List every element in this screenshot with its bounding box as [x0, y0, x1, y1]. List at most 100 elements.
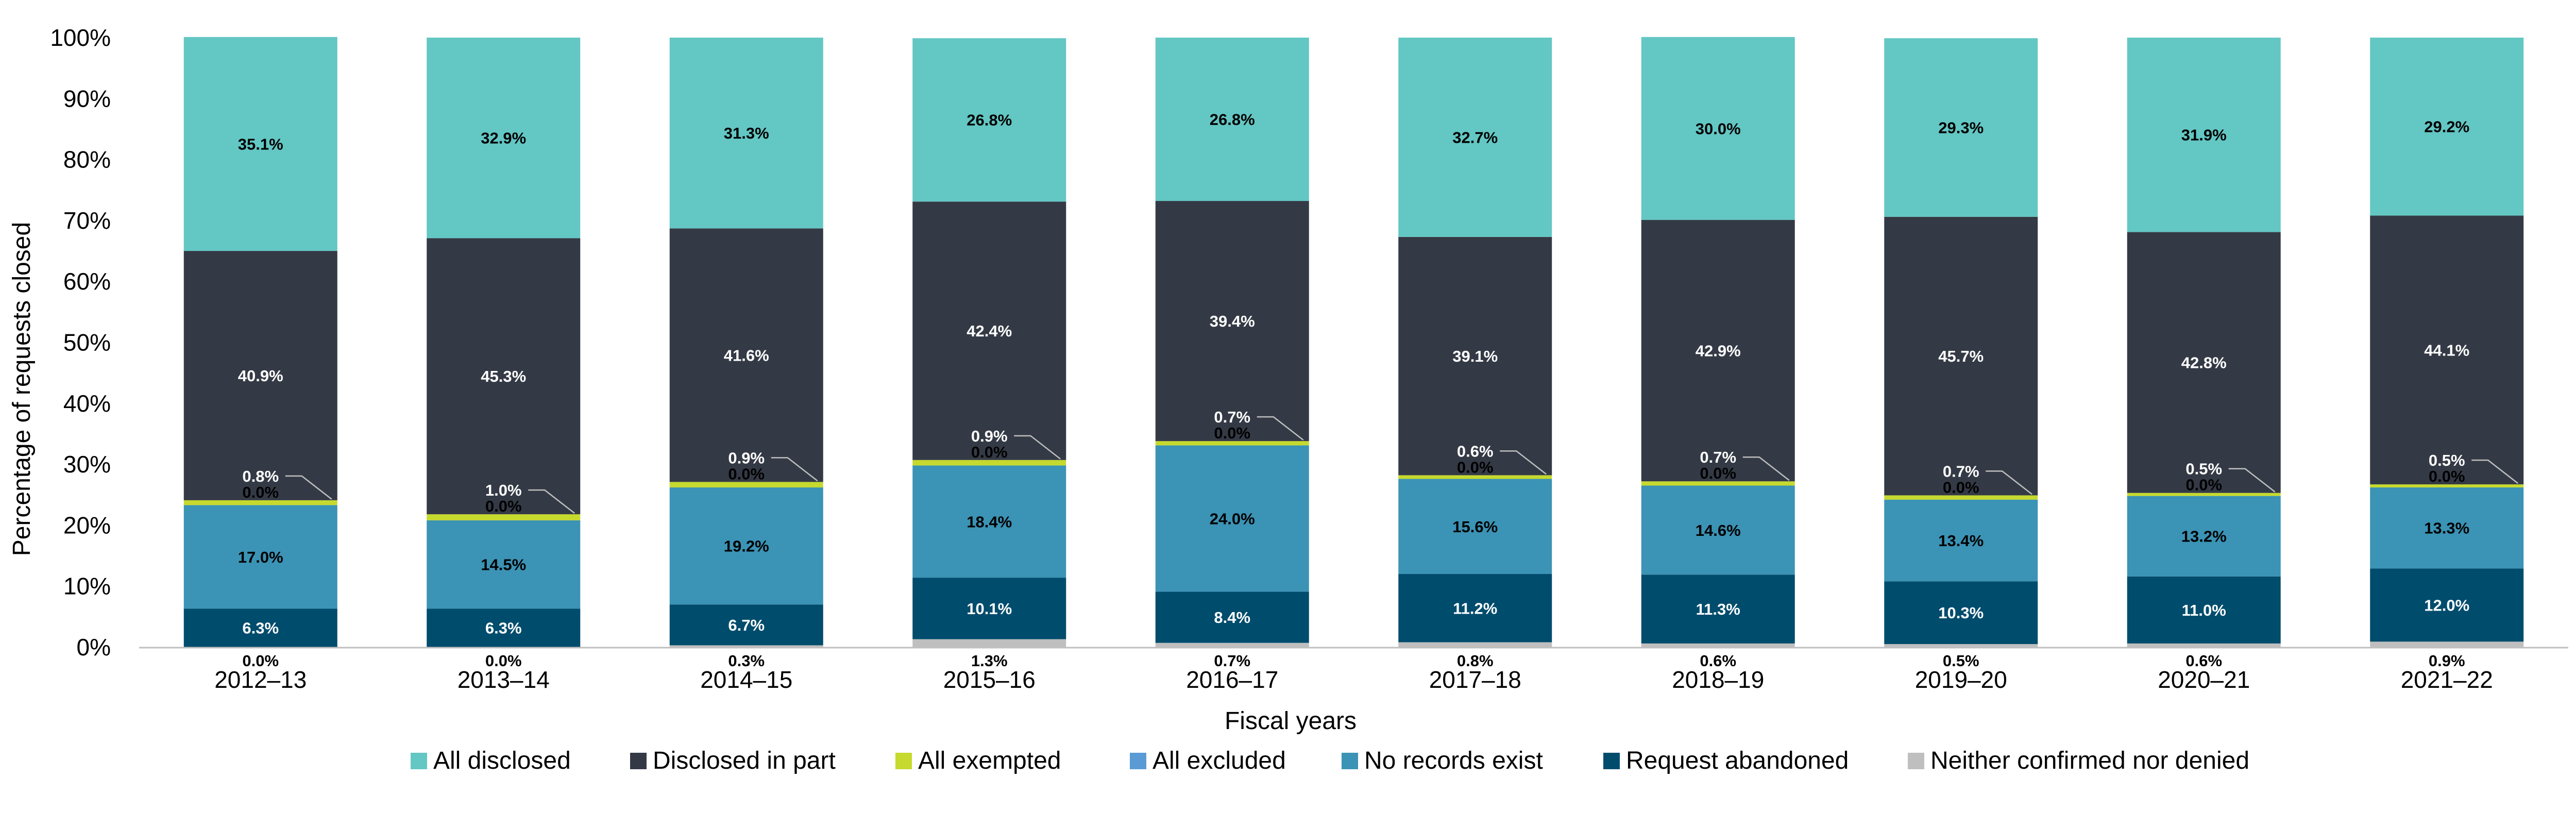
- bar-segment-request-abandoned: [2127, 576, 2281, 644]
- data-label-request-abandoned: 6.3%: [242, 619, 279, 637]
- data-label-all-disclosed: 30.0%: [1696, 120, 1741, 138]
- bar-segment-all-disclosed: [1641, 37, 1795, 220]
- data-label-all-excluded: 0.0%: [1943, 478, 1979, 496]
- data-label-all-exempted: 0.9%: [971, 427, 1008, 445]
- legend-swatch-all-excluded: [1130, 753, 1146, 769]
- data-label-all-disclosed: 35.1%: [238, 135, 283, 153]
- bar-segment-all-disclosed: [912, 38, 1066, 202]
- bar-segment-all-exempted: [1884, 495, 2038, 500]
- legend-swatch-all-disclosed: [411, 753, 427, 769]
- bar-segment-neither-confirmed-nor-denied: [1884, 644, 2038, 647]
- data-label-all-disclosed: 26.8%: [967, 111, 1012, 129]
- y-tick-label: 70%: [63, 207, 111, 234]
- y-tick-label: 20%: [63, 512, 111, 538]
- data-label-disclosed-in-part: 40.9%: [238, 367, 283, 385]
- data-label-no-records: 13.3%: [2424, 519, 2469, 537]
- bars-layer: [183, 37, 2524, 647]
- bar-segment-neither-confirmed-nor-denied: [669, 645, 823, 647]
- data-label-request-abandoned: 11.0%: [2182, 601, 2226, 619]
- data-label-all-exempted: 1.0%: [485, 481, 522, 499]
- data-label-all-exempted: 0.7%: [1943, 462, 1979, 480]
- leader-line-all-exempted: [528, 489, 575, 514]
- bar-segment-no-records-exist: [1641, 485, 1795, 575]
- data-label-all-exempted: 0.6%: [1457, 442, 1494, 460]
- bar-segment-no-records-exist: [427, 520, 581, 609]
- data-label-all-excluded: 0.0%: [971, 443, 1008, 461]
- data-label-neither: 0.9%: [2429, 652, 2465, 670]
- data-label-disclosed-in-part: 41.6%: [724, 346, 769, 364]
- data-label-disclosed-in-part: 42.4%: [967, 322, 1012, 340]
- data-label-no-records: 13.2%: [2181, 528, 2227, 546]
- data-label-all-excluded: 0.0%: [1214, 424, 1250, 442]
- x-tick-label: 2021–22: [2401, 666, 2493, 693]
- data-label-neither: 0.5%: [1943, 652, 1979, 670]
- bar-segment-disclosed-in-part: [183, 251, 337, 500]
- legend-label-neither-confirmed-nor-denied: Neither confirmed nor denied: [1930, 747, 2249, 774]
- data-label-disclosed-in-part: 45.3%: [481, 367, 526, 385]
- bar-segment-neither-confirmed-nor-denied: [912, 639, 1066, 647]
- data-label-no-records: 17.0%: [238, 548, 283, 566]
- data-label-request-abandoned: 12.0%: [2424, 596, 2469, 614]
- data-label-no-records: 14.5%: [481, 556, 526, 574]
- bar-segment-disclosed-in-part: [1155, 201, 1309, 442]
- bar-segment-all-disclosed: [669, 38, 823, 229]
- data-label-no-records: 15.6%: [1452, 518, 1498, 536]
- axis-layer: 0% 10% 20% 30% 40% 50% 60% 70% 80% 90% 100% 2012–13…: [50, 24, 2568, 693]
- bar-segment-neither-confirmed-nor-denied: [2127, 643, 2281, 647]
- x-tick-label: 2018–19: [1672, 666, 1764, 693]
- y-tick-label: 50%: [63, 329, 111, 356]
- bar-segment-request-abandoned: [1884, 581, 2038, 645]
- data-label-all-excluded: 0.0%: [1457, 458, 1494, 476]
- bar-segment-all-exempted: [912, 460, 1066, 466]
- data-label-disclosed-in-part: 39.1%: [1452, 347, 1498, 365]
- leader-line-all-exempted: [771, 457, 818, 482]
- bar-segment-no-records-exist: [912, 465, 1066, 578]
- data-label-all-exempted: 0.9%: [728, 449, 765, 467]
- data-label-all-disclosed: 31.3%: [724, 124, 769, 142]
- data-label-neither: 0.8%: [1457, 652, 1494, 670]
- bar-segment-disclosed-in-part: [669, 228, 823, 482]
- y-tick-label: 10%: [63, 573, 111, 600]
- legend-label-all-disclosed: All disclosed: [433, 747, 571, 774]
- bar-segment-request-abandoned: [1155, 591, 1309, 643]
- bar-segment-all-exempted: [1155, 441, 1309, 446]
- data-label-all-excluded: 0.0%: [242, 483, 279, 501]
- bar-segment-no-records-exist: [1884, 499, 2038, 582]
- data-label-all-exempted: 0.5%: [2429, 451, 2465, 469]
- bar-segment-all-disclosed: [1398, 38, 1552, 237]
- bar-segment-no-records-exist: [2127, 496, 2281, 577]
- x-tick-label: 2017–18: [1429, 666, 1521, 693]
- data-label-all-exempted: 0.7%: [1214, 408, 1250, 426]
- data-label-neither: 0.6%: [2185, 652, 2222, 670]
- data-label-all-excluded: 0.0%: [2429, 467, 2465, 485]
- bar-segment-all-exempted: [669, 482, 823, 488]
- x-tick-label: 2016–17: [1186, 666, 1278, 693]
- x-tick-label: 2013–14: [457, 666, 550, 693]
- leader-line-all-exempted: [1014, 435, 1061, 460]
- data-label-no-records: 13.4%: [1938, 532, 1984, 550]
- data-label-disclosed-in-part: 45.7%: [1938, 347, 1984, 365]
- bar-segment-disclosed-in-part: [1398, 236, 1552, 476]
- bar-segment-all-exempted: [183, 500, 337, 505]
- bar-segment-all-disclosed: [2370, 38, 2524, 216]
- bar-segment-no-records-exist: [183, 505, 337, 609]
- bar-segment-all-exempted: [1641, 481, 1795, 486]
- data-label-no-records: 18.4%: [967, 513, 1012, 531]
- data-label-no-records: 14.6%: [1696, 521, 1741, 539]
- data-label-request-abandoned: 8.4%: [1214, 608, 1250, 627]
- bar-segment-neither-confirmed-nor-denied: [1398, 642, 1552, 647]
- data-label-all-exempted: 0.8%: [242, 467, 279, 485]
- y-tick-label: 0%: [77, 634, 111, 661]
- data-label-neither: 1.3%: [971, 652, 1008, 670]
- data-label-all-disclosed: 29.2%: [2424, 118, 2469, 136]
- x-axis-title: Fiscal years: [1225, 707, 1357, 735]
- bar-segment-no-records-exist: [669, 487, 823, 605]
- legend-swatch-request-abandoned: [1603, 753, 1620, 769]
- bar-segment-disclosed-in-part: [2127, 232, 2281, 493]
- leader-line-all-exempted: [1500, 450, 1547, 475]
- legend-label-request-abandoned: Request abandoned: [1626, 747, 1849, 774]
- bar-segment-disclosed-in-part: [1884, 216, 2038, 496]
- y-tick-label: 60%: [63, 268, 111, 295]
- legend-label-no-records-exist: No records exist: [1364, 747, 1543, 774]
